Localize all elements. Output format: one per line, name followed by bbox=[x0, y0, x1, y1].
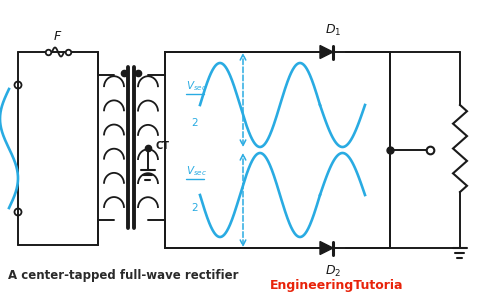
Text: 2: 2 bbox=[191, 203, 198, 213]
Text: $V_{sec}$: $V_{sec}$ bbox=[186, 164, 207, 178]
Text: CT: CT bbox=[156, 141, 170, 151]
Text: 2: 2 bbox=[191, 118, 198, 128]
Text: $F$: $F$ bbox=[53, 30, 62, 43]
Text: EngineeringTutoria: EngineeringTutoria bbox=[270, 279, 403, 292]
Polygon shape bbox=[319, 242, 333, 254]
Text: $D_1$: $D_1$ bbox=[324, 23, 340, 38]
Text: A center-tapped full-wave rectifier: A center-tapped full-wave rectifier bbox=[8, 269, 238, 282]
Text: $D_2$: $D_2$ bbox=[324, 264, 340, 279]
Text: $V_{sec}$: $V_{sec}$ bbox=[186, 79, 207, 93]
Polygon shape bbox=[319, 46, 333, 59]
